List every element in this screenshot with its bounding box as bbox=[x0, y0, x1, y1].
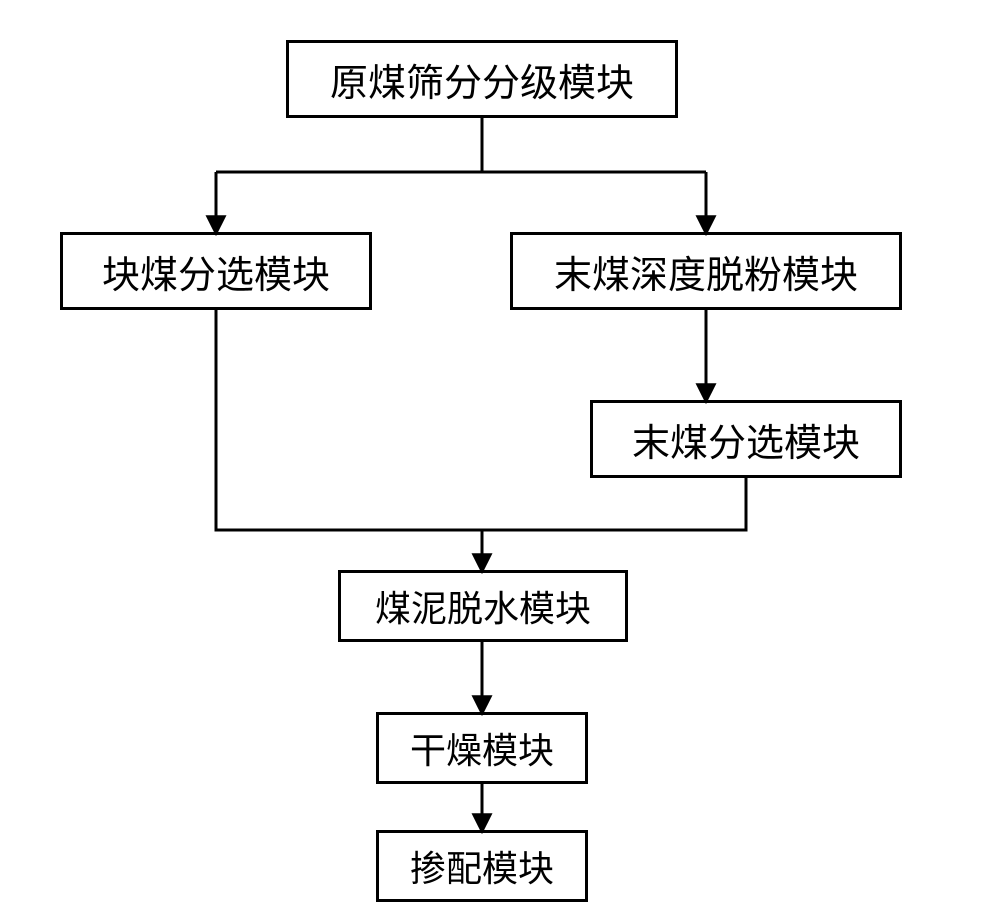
node-label: 末煤深度脱粉模块 bbox=[554, 244, 858, 299]
node-slack-coal-sorting: 末煤分选模块 bbox=[590, 400, 902, 478]
node-label: 原煤筛分分级模块 bbox=[330, 52, 634, 107]
node-label: 煤泥脱水模块 bbox=[375, 580, 591, 632]
node-drying: 干燥模块 bbox=[376, 712, 588, 784]
node-raw-coal-screening: 原煤筛分分级模块 bbox=[286, 40, 678, 118]
node-lump-coal-sorting: 块煤分选模块 bbox=[60, 232, 372, 310]
node-label: 干燥模块 bbox=[410, 722, 554, 774]
node-label: 块煤分选模块 bbox=[102, 244, 330, 299]
node-blending: 掺配模块 bbox=[376, 830, 588, 902]
node-slack-coal-deep-depowder: 末煤深度脱粉模块 bbox=[510, 232, 902, 310]
node-label: 末煤分选模块 bbox=[632, 412, 860, 467]
node-label: 掺配模块 bbox=[410, 840, 554, 892]
node-slime-dewatering: 煤泥脱水模块 bbox=[338, 570, 628, 642]
